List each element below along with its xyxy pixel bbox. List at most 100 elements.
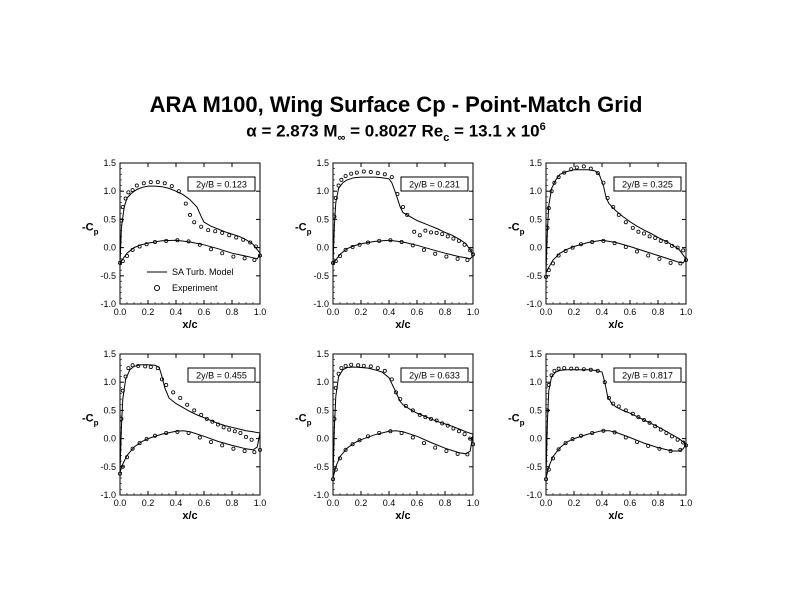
experiment-point [143,364,148,369]
experiment-point [546,268,551,273]
experiment-point [162,181,167,186]
y-axis-label: -Cp [82,222,99,237]
experiment-point [574,366,579,371]
experiment-point [171,390,176,395]
experiment-point [546,206,551,211]
x-tick-label: 0.0 [114,498,127,508]
experiment-point [630,225,635,230]
experiment-point [232,429,237,434]
mach-text: = 0.8027 Re [345,121,444,141]
experiment-point [192,220,197,225]
experiment-point [130,247,135,252]
experiment-point [675,245,680,250]
experiment-point [668,260,673,265]
y-axis-label-sub: p [520,419,525,428]
experiment-point [445,234,450,239]
y-tick-label: 1.5 [103,158,116,168]
experiment-point [350,245,355,250]
experiment-point [410,435,415,440]
experiment-point [579,433,584,438]
x-tick-label: 0.6 [624,498,637,508]
experiment-point [356,363,361,368]
experiment-point [635,249,640,254]
y-tick-label: -1.0 [313,299,329,309]
experiment-point [137,244,142,249]
experiment-point [636,415,641,420]
x-tick-label: 0.8 [652,307,665,317]
experiment-point [678,261,683,266]
experiment-point [623,435,628,440]
experiment-point [130,363,135,368]
experiment-point [125,254,130,259]
y-tick-label: 0.0 [103,434,116,444]
experiment-point [257,253,262,258]
y-axis-label: -Cp [508,222,525,237]
experiment-point [234,235,239,240]
experiment-point [434,418,439,423]
experiment-point [412,229,417,234]
experiment-point [455,256,460,261]
experiment-point [681,440,686,445]
y-tick-label: -0.5 [100,462,116,472]
experiment-point [242,449,247,454]
x-tick-label: 0.6 [411,498,424,508]
experiment-point [130,188,135,193]
experiment-point [423,228,428,233]
y-tick-label: 1.0 [316,377,329,387]
y-tick-label: 1.5 [316,349,329,359]
experiment-point [144,437,149,442]
x-tick-label: 0.0 [327,498,340,508]
legend-line-label: SA Turb. Model [172,267,234,277]
experiment-point [616,404,621,409]
re-subscript: c [443,132,450,145]
experiment-point [670,243,675,248]
y-axis-label-sub: p [94,228,99,237]
experiment-point [623,245,628,250]
alpha-text: = 2.873 M [256,121,338,141]
experiment-point [377,430,382,435]
experiment-point [164,238,169,243]
experiment-point [175,429,180,434]
re-superscript: 6 [539,121,546,133]
sa-model-curve-upper [332,176,474,265]
y-tick-label: -0.5 [526,462,542,472]
experiment-point [675,437,680,442]
experiment-point [612,241,617,246]
y-axis-label-sub: p [520,228,525,237]
x-tick-label: 0.2 [142,498,155,508]
x-axis-label: x/c [182,319,197,331]
experiment-point [410,243,415,248]
experiment-point [647,234,652,239]
y-tick-label: -1.0 [526,299,542,309]
experiment-point [126,366,131,371]
y-tick-label: -0.5 [313,271,329,281]
experiment-point [570,245,575,250]
experiment-point [440,421,445,426]
experiment-point [164,430,169,435]
y-tick-label: 0.0 [529,434,542,444]
experiment-point [612,430,617,435]
y-axis-label: -Cp [508,413,525,428]
experiment-point [197,435,202,440]
experiment-point [579,242,584,247]
experiment-point [590,430,595,435]
experiment-point [118,471,123,476]
experiment-point [410,408,415,413]
experiment-point [678,447,683,452]
experiment-point [658,238,663,243]
experiment-point [375,171,380,176]
experiment-point [213,229,218,234]
experiment-point [377,238,382,243]
experiment-point [252,450,257,455]
x-tick-label: 0.4 [383,498,396,508]
y-tick-label: 1.0 [316,186,329,196]
station-label-box [400,176,469,192]
experiment-point [468,436,473,441]
experiment-point [664,239,669,244]
cp-panel-6: -1.0 -0.5 0.0 0.5 1.0 1.5 0.0 0.2 0.4 0.6 0.8 1.0 x/… [508,349,692,522]
experiment-point [231,254,236,259]
x-tick-label: 0.2 [355,498,368,508]
experiment-point [126,190,131,195]
mach-subscript: ∞ [337,132,346,145]
